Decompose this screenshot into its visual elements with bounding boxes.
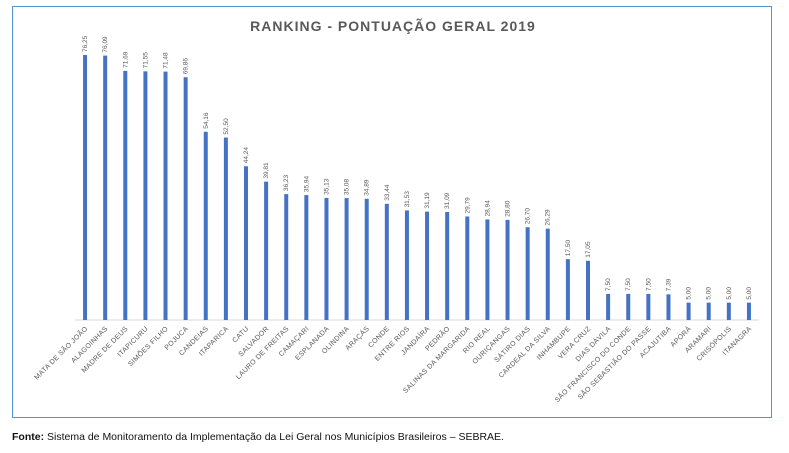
bar-value-label: 34,89 — [364, 179, 371, 196]
category-label: CATU — [231, 325, 250, 344]
bar-value-label: 17,05 — [585, 241, 592, 258]
bar-value-label: 35,94 — [303, 175, 310, 192]
bar-value-label: 26,29 — [545, 209, 552, 226]
bar-value-label: 39,81 — [263, 162, 270, 179]
bar-value-label: 33,44 — [384, 184, 391, 201]
bar-value-label: 26,70 — [525, 208, 532, 225]
bar-value-label: 35,08 — [344, 178, 351, 195]
bar-value-label: 7,50 — [625, 278, 632, 291]
bar-value-label: 28,94 — [484, 200, 491, 217]
bar-value-label: 36,23 — [283, 174, 290, 191]
bar — [666, 294, 671, 320]
bar — [686, 302, 691, 321]
bar — [525, 227, 530, 320]
bar — [746, 302, 751, 321]
source-text: Sistema de Monitoramento da Implementaçã… — [44, 431, 504, 443]
bar — [223, 137, 228, 320]
bar — [485, 219, 490, 320]
bar — [344, 198, 349, 320]
category-label: CRISÓPOLIS — [694, 324, 733, 363]
bar-value-label: 29,79 — [464, 197, 471, 214]
bar-value-label: 31,53 — [404, 191, 411, 208]
bar-value-label: 31,09 — [444, 192, 451, 209]
bars-layer — [83, 55, 751, 321]
bar-value-label: 7,50 — [645, 278, 652, 291]
bar — [203, 131, 208, 320]
bar-value-label: 28,80 — [505, 200, 512, 217]
category-label: DIAS DÁVILA — [573, 324, 612, 363]
bar — [123, 70, 128, 320]
bar — [465, 216, 470, 320]
bar — [586, 260, 590, 320]
bar — [324, 197, 329, 320]
bar-value-label: 71,48 — [163, 52, 170, 69]
bar — [626, 293, 631, 320]
bar-value-label: 5,00 — [726, 287, 733, 300]
bar-value-label: 5,00 — [746, 287, 753, 300]
bar-value-label: 7,39 — [665, 278, 672, 291]
bar-value-label: 31,19 — [424, 192, 431, 209]
bar-value-label: 71,69 — [122, 51, 129, 68]
bar — [425, 211, 430, 320]
chart-frame: RANKING - PONTUAÇÃO GERAL 2019 76,25 76,0… — [12, 6, 772, 418]
bar-value-label: 52,50 — [223, 118, 230, 135]
bar — [565, 259, 570, 320]
bar — [445, 211, 450, 320]
chart-title: RANKING - PONTUAÇÃO GERAL 2019 — [250, 17, 536, 34]
bar-value-label: 7,50 — [605, 278, 612, 291]
bar — [706, 302, 711, 321]
bar — [646, 293, 651, 320]
bar — [364, 198, 369, 320]
bar — [505, 219, 510, 320]
bar-value-label: 69,86 — [183, 58, 190, 75]
bar — [244, 166, 248, 320]
bar-value-label: 5,00 — [686, 287, 693, 300]
value-labels-layer: 76,25 76,09 71,69 71,55 71,48 69,86 54,16 52,50… — [82, 35, 753, 299]
bar-value-label: 76,25 — [82, 35, 89, 52]
bar — [545, 228, 550, 320]
bar-chart: RANKING - PONTUAÇÃO GERAL 2019 76,25 76,0… — [32, 17, 759, 404]
bar-value-label: 5,00 — [706, 287, 713, 300]
bar-value-label: 71,55 — [142, 52, 149, 69]
bar — [143, 71, 148, 320]
bar — [304, 195, 309, 320]
bar — [83, 55, 88, 320]
bar — [404, 210, 409, 320]
bar-value-label: 35,13 — [323, 178, 330, 195]
source-label: Fonte: — [12, 431, 45, 443]
bar — [384, 203, 389, 320]
bar — [606, 293, 611, 320]
bar — [726, 302, 731, 321]
bar-value-label: 76,09 — [102, 36, 109, 53]
source-note: Fonte: Sistema de Monitoramento da Imple… — [12, 431, 504, 443]
bar — [103, 55, 108, 321]
bar — [264, 181, 269, 320]
bar — [284, 194, 289, 320]
bar — [183, 77, 188, 321]
bar-value-label: 44,24 — [243, 147, 250, 164]
bar — [163, 71, 168, 320]
bar-value-label: 17,50 — [565, 240, 572, 257]
category-label: ALAGOINHAS — [70, 325, 109, 364]
bar-value-label: 54,16 — [203, 112, 210, 129]
